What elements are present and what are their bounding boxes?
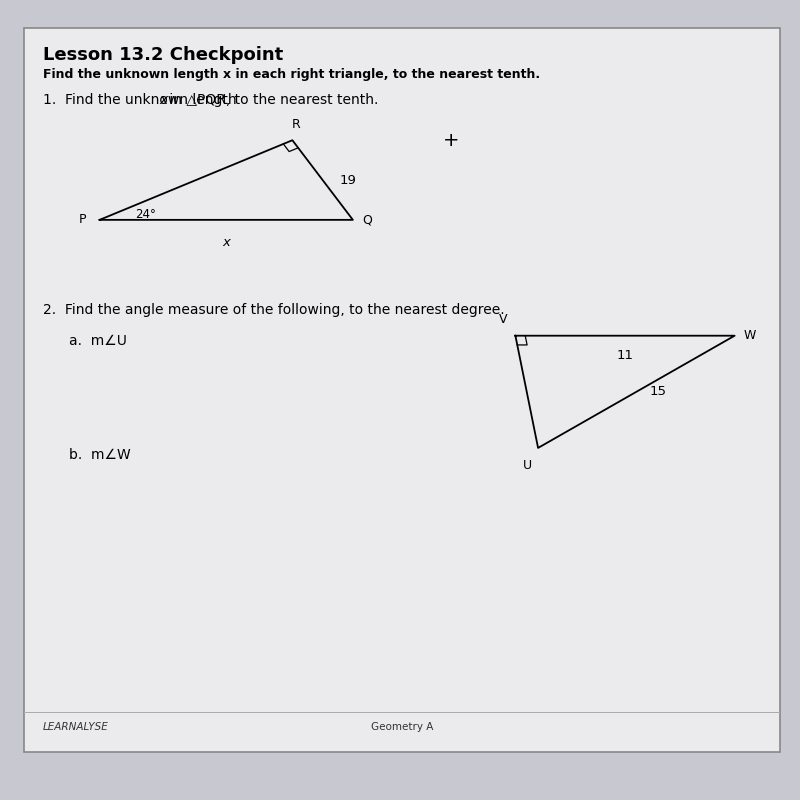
Text: 11: 11: [617, 349, 634, 362]
Text: Q: Q: [362, 214, 372, 226]
Text: b.  m∠W: b. m∠W: [70, 448, 131, 462]
Text: +: +: [443, 130, 459, 150]
Text: U: U: [523, 458, 532, 472]
Text: in △PQR, to the nearest tenth.: in △PQR, to the nearest tenth.: [165, 93, 378, 107]
Text: 19: 19: [339, 174, 356, 186]
Text: 24°: 24°: [135, 207, 156, 221]
Text: P: P: [78, 214, 86, 226]
Text: V: V: [499, 314, 508, 326]
Text: Find the unknown length x in each right triangle, to the nearest tenth.: Find the unknown length x in each right …: [43, 68, 540, 81]
Text: R: R: [292, 118, 301, 131]
Text: Lesson 13.2 Checkpoint: Lesson 13.2 Checkpoint: [43, 46, 283, 64]
Text: W: W: [744, 330, 756, 342]
Text: LEARNALYSE: LEARNALYSE: [43, 722, 109, 732]
Text: 2.  Find the angle measure of the following, to the nearest degree.: 2. Find the angle measure of the followi…: [43, 303, 505, 317]
Text: x: x: [159, 93, 167, 107]
Text: a.  m∠U: a. m∠U: [70, 334, 127, 348]
Text: 15: 15: [650, 386, 667, 398]
Text: 1.  Find the unknown length: 1. Find the unknown length: [43, 93, 241, 107]
Text: x: x: [222, 236, 230, 249]
Text: Geometry A: Geometry A: [371, 722, 433, 732]
